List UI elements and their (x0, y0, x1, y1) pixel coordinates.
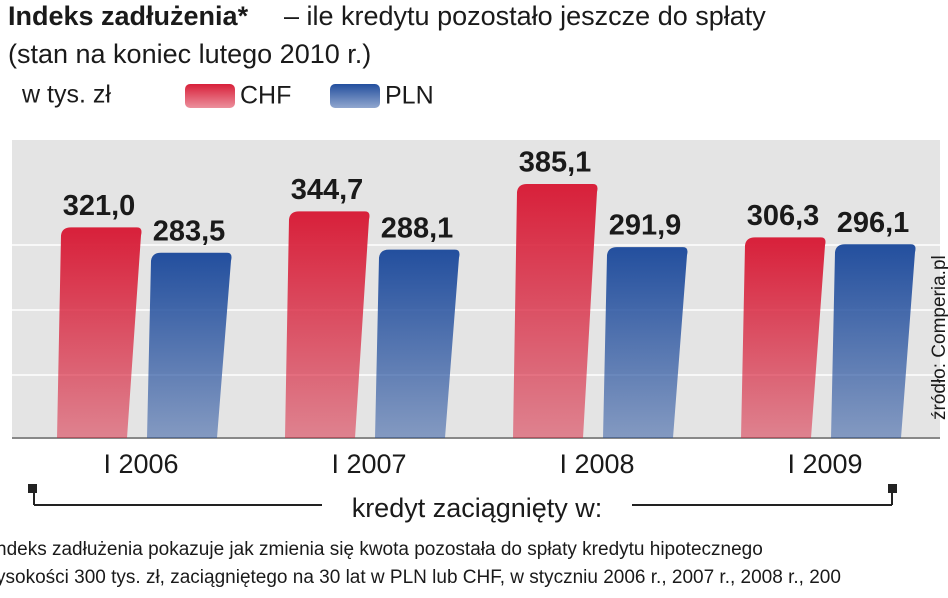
bar (57, 227, 142, 438)
value-label: 306,3 (747, 200, 820, 232)
bar (603, 247, 688, 438)
bar (285, 211, 370, 438)
bar (513, 183, 598, 438)
value-label: 385,1 (519, 147, 592, 179)
chart-title-rest: – ile kredytu pozostało jeszcze do spłat… (284, 1, 766, 31)
value-label: 288,1 (381, 212, 454, 244)
x-tick-label: I 2006 (103, 449, 178, 479)
legend-swatch (330, 84, 380, 108)
value-label: 321,0 (63, 190, 136, 222)
legend-swatch (185, 84, 235, 108)
bracket-marker (28, 484, 37, 493)
legend-label: PLN (385, 82, 434, 110)
x-axis-label: kredyt zaciągnięty w: (352, 493, 603, 523)
legend-label: CHF (240, 82, 291, 110)
footnote: ndeks zadłużenia pokazuje jak zmienia si… (0, 539, 763, 560)
unit-label: w tys. zł (21, 81, 111, 109)
value-label: 344,7 (291, 174, 364, 206)
footnote: ysokości 300 tys. zł, zaciągniętego na 3… (0, 567, 841, 588)
x-tick-label: I 2008 (559, 449, 634, 479)
bar (741, 237, 826, 438)
bar (147, 252, 232, 438)
value-label: 296,1 (837, 207, 910, 239)
bar (375, 249, 460, 438)
value-label: 291,9 (609, 210, 682, 242)
chart-title: Indeks zadłużenia* (8, 1, 249, 31)
source: źródło: Comperia.pl (929, 255, 948, 420)
chart-subtitle: (stan na koniec lutego 2010 r.) (8, 39, 371, 69)
x-tick-label: I 2009 (787, 449, 862, 479)
bracket-marker (888, 484, 897, 493)
bar (831, 244, 916, 438)
value-label: 283,5 (153, 215, 226, 247)
x-tick-label: I 2007 (331, 449, 406, 479)
